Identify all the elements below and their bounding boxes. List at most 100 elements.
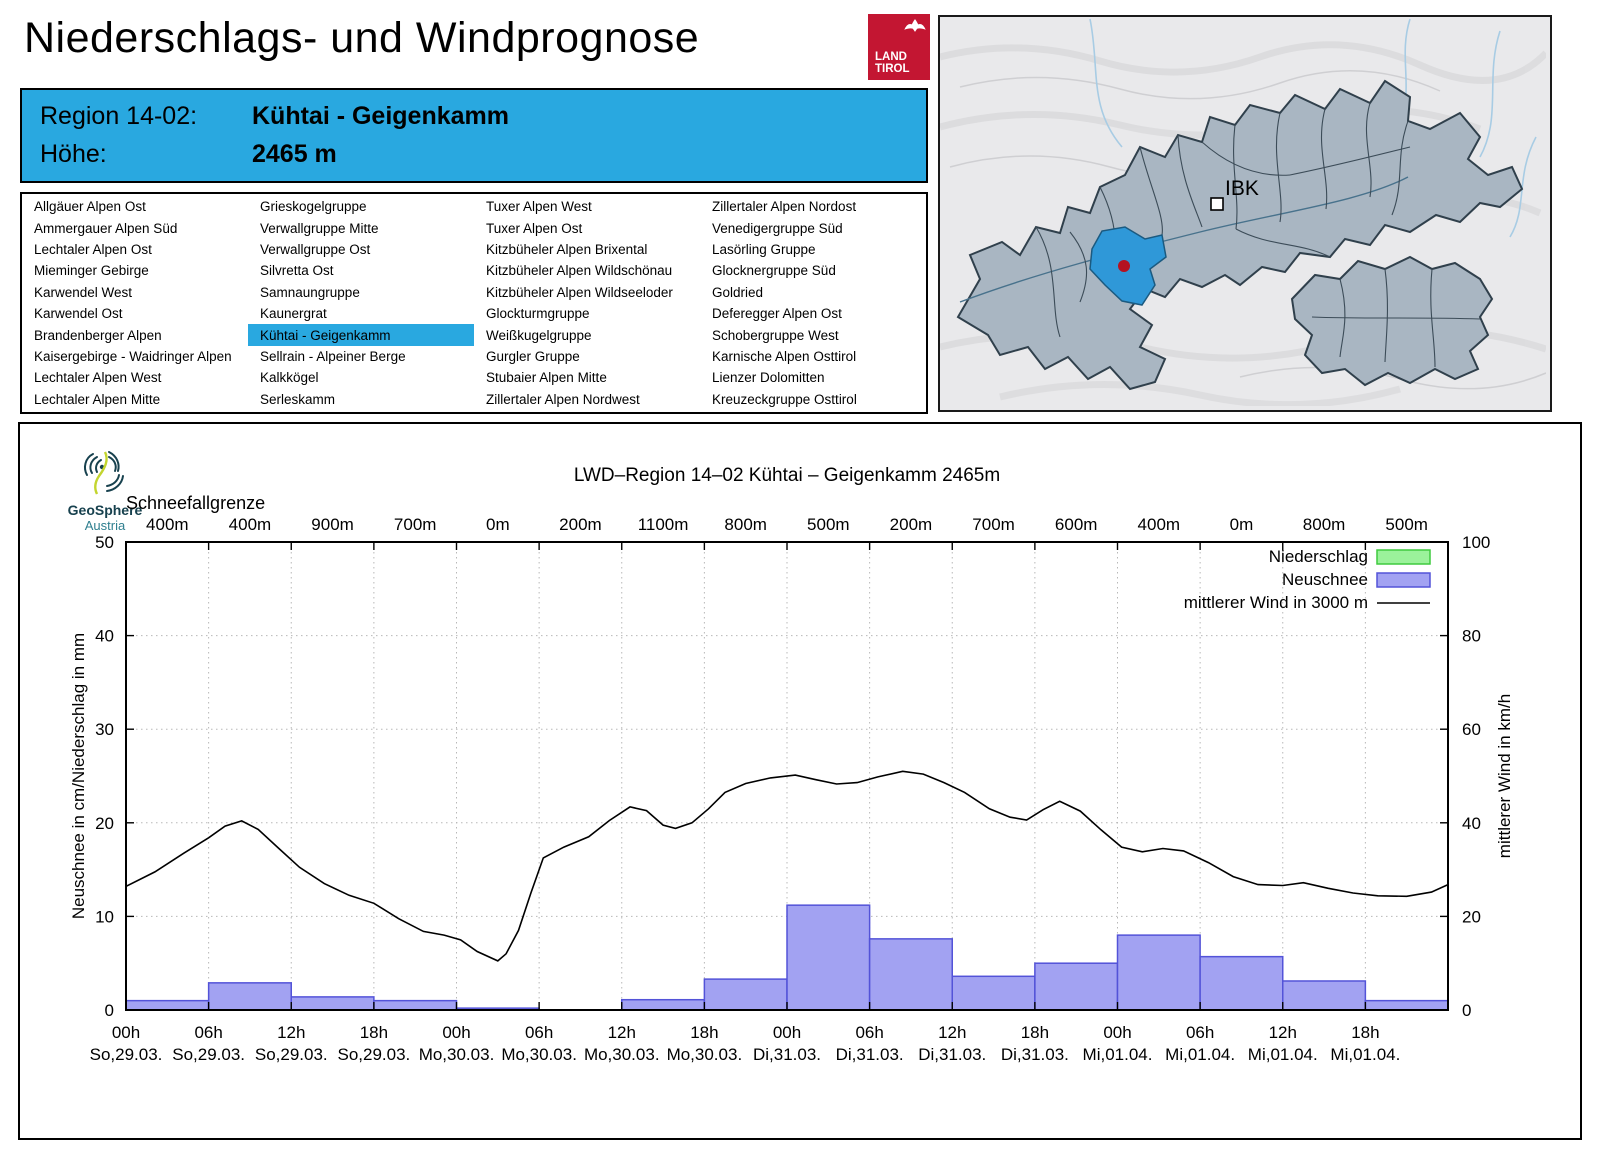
region-item[interactable]: Weißkugelgruppe bbox=[486, 327, 592, 343]
region-item[interactable]: Deferegger Alpen Ost bbox=[712, 306, 842, 322]
region-item[interactable]: Mieminger Gebirge bbox=[34, 263, 149, 279]
neuschnee-bar bbox=[373, 999, 458, 1011]
region-item[interactable]: Schobergruppe West bbox=[712, 327, 839, 343]
region-item[interactable]: Lasörling Gruppe bbox=[712, 241, 816, 257]
region-item[interactable]: Kitzbüheler Alpen Wildseeloder bbox=[486, 284, 673, 300]
geosphere-logo: GeoSphere Austria bbox=[50, 448, 160, 533]
snowline-value: 500m bbox=[1385, 515, 1428, 534]
region-item[interactable]: Glocknergruppe Süd bbox=[712, 263, 836, 279]
region-item[interactable]: Tuxer Alpen West bbox=[486, 199, 592, 215]
neuschnee-bar bbox=[1199, 955, 1284, 1011]
snowline-value: 500m bbox=[807, 515, 850, 534]
region-item[interactable]: Zillertaler Alpen Nordwest bbox=[486, 391, 640, 407]
y-tick-label-left: 10 bbox=[95, 907, 114, 926]
region-item[interactable]: Kaunergrat bbox=[260, 306, 327, 322]
tirol-map-svg: IBK bbox=[940, 18, 1549, 409]
region-name: Kühtai - Geigenkamm bbox=[252, 102, 509, 130]
land-tirol-logo-text: LAND TIROL bbox=[875, 51, 910, 75]
forecast-chart: LWD–Region 14–02 Kühtai – Geigenkamm 246… bbox=[69, 465, 1514, 1064]
region-item[interactable]: Kitzbüheler Alpen Brixental bbox=[486, 241, 648, 257]
region-item[interactable]: Ammergauer Alpen Süd bbox=[34, 220, 178, 236]
neuschnee-bar bbox=[786, 904, 871, 1011]
x-date-label: So,29.03. bbox=[337, 1045, 410, 1064]
altitude-label: Höhe: bbox=[40, 140, 107, 168]
region-item[interactable]: Allgäuer Alpen Ost bbox=[34, 199, 146, 215]
region-item[interactable]: Tuxer Alpen Ost bbox=[486, 220, 583, 236]
x-date-label: Di,31.03. bbox=[753, 1045, 821, 1064]
region-item[interactable]: Zillertaler Alpen Nordost bbox=[712, 199, 857, 215]
north-tirol-regions bbox=[956, 79, 1524, 391]
region-marker-dot bbox=[1118, 260, 1130, 272]
snowline-label: Schneefallgrenze bbox=[126, 493, 265, 513]
x-time-label: 12h bbox=[1269, 1023, 1297, 1042]
region-item[interactable]: Gurgler Gruppe bbox=[486, 348, 580, 364]
page-title: Niederschlags- und Windprognose bbox=[24, 14, 700, 62]
x-date-label: Di,31.03. bbox=[1001, 1045, 1069, 1064]
region-item[interactable]: Kaisergebirge - Waidringer Alpen bbox=[34, 348, 232, 364]
region-item[interactable]: Kalkkögel bbox=[260, 370, 319, 386]
region-item[interactable]: Glockturmgruppe bbox=[486, 306, 590, 322]
logo-line-2: TIROL bbox=[875, 63, 910, 75]
region-label: Region 14-02: bbox=[40, 102, 198, 130]
y-tick-label-right: 40 bbox=[1462, 814, 1481, 833]
region-item[interactable]: Kühtai - Geigenkamm bbox=[248, 324, 474, 346]
region-info-box: Region 14-02: Kühtai - Geigenkamm Höhe: … bbox=[20, 88, 928, 183]
neuschnee-bar bbox=[703, 978, 788, 1011]
neuschnee-bar bbox=[1116, 934, 1201, 1011]
snowline-value: 800m bbox=[724, 515, 767, 534]
y-tick-label-right: 100 bbox=[1462, 533, 1490, 552]
y-tick-label-left: 20 bbox=[95, 814, 114, 833]
region-item[interactable]: Sellrain - Alpeiner Berge bbox=[260, 348, 406, 364]
neuschnee-bar bbox=[1282, 980, 1367, 1011]
ibk-label: IBK bbox=[1225, 177, 1259, 200]
region-item[interactable]: Lienzer Dolomitten bbox=[712, 370, 825, 386]
neuschnee-bar bbox=[1364, 999, 1449, 1011]
x-time-label: 06h bbox=[194, 1023, 222, 1042]
tirol-eagle-icon bbox=[903, 18, 927, 38]
region-item[interactable]: Lechtaler Alpen Mitte bbox=[34, 391, 161, 407]
ibk-marker bbox=[1210, 197, 1224, 211]
wind-line bbox=[125, 770, 1449, 962]
region-item[interactable]: Lechtaler Alpen West bbox=[34, 370, 162, 386]
region-item[interactable]: Karnische Alpen Osttirol bbox=[712, 348, 857, 364]
region-item[interactable]: Stubaier Alpen Mitte bbox=[486, 370, 607, 386]
x-date-label: Mi,01.04. bbox=[1248, 1045, 1318, 1064]
y-tick-label-right: 20 bbox=[1462, 907, 1481, 926]
x-time-label: 00h bbox=[112, 1023, 140, 1042]
region-item[interactable]: Karwendel West bbox=[34, 284, 133, 300]
region-item[interactable]: Kreuzeckgruppe Osttirol bbox=[712, 391, 857, 407]
region-item[interactable]: Lechtaler Alpen Ost bbox=[34, 241, 152, 257]
neuschnee-bar bbox=[951, 975, 1036, 1011]
snowline-value: 200m bbox=[890, 515, 933, 534]
x-date-label: Mi,01.04. bbox=[1165, 1045, 1235, 1064]
region-item[interactable]: Verwallgruppe Mitte bbox=[260, 220, 379, 236]
x-time-label: 18h bbox=[360, 1023, 388, 1042]
region-item[interactable]: Karwendel Ost bbox=[34, 306, 123, 322]
region-item[interactable]: Serleskamm bbox=[260, 391, 336, 407]
region-item[interactable]: Samnaungruppe bbox=[260, 284, 360, 300]
region-item[interactable]: Verwallgruppe Ost bbox=[260, 241, 371, 257]
x-date-label: Mi,01.04. bbox=[1330, 1045, 1400, 1064]
x-date-label: Di,31.03. bbox=[918, 1045, 986, 1064]
region-item[interactable]: Kitzbüheler Alpen Wildschönau bbox=[486, 263, 673, 279]
region-item[interactable]: Silvretta Ost bbox=[260, 263, 334, 279]
snowline-value: 800m bbox=[1303, 515, 1346, 534]
x-date-label: So,29.03. bbox=[172, 1045, 245, 1064]
region-item[interactable]: Brandenberger Alpen bbox=[34, 327, 162, 343]
tirol-map: IBK bbox=[938, 15, 1552, 412]
inn-river bbox=[959, 176, 1409, 303]
snowline-value: 0m bbox=[486, 515, 510, 534]
region-item[interactable]: Grieskogelgruppe bbox=[260, 199, 367, 215]
x-time-label: 18h bbox=[1351, 1023, 1379, 1042]
snowline-value: 700m bbox=[394, 515, 437, 534]
region-item[interactable]: Venedigergruppe Süd bbox=[712, 220, 843, 236]
snowline-value: 700m bbox=[972, 515, 1015, 534]
snowline-value: 400m bbox=[229, 515, 272, 534]
neuschnee-bar bbox=[290, 996, 375, 1011]
x-time-label: 12h bbox=[608, 1023, 636, 1042]
x-date-label: Mo,30.03. bbox=[501, 1045, 577, 1064]
neuschnee-bar bbox=[125, 999, 210, 1011]
x-time-label: 00h bbox=[1103, 1023, 1131, 1042]
region-item[interactable]: Goldried bbox=[712, 284, 764, 300]
chart-title: LWD–Region 14–02 Kühtai – Geigenkamm 246… bbox=[574, 465, 1000, 486]
